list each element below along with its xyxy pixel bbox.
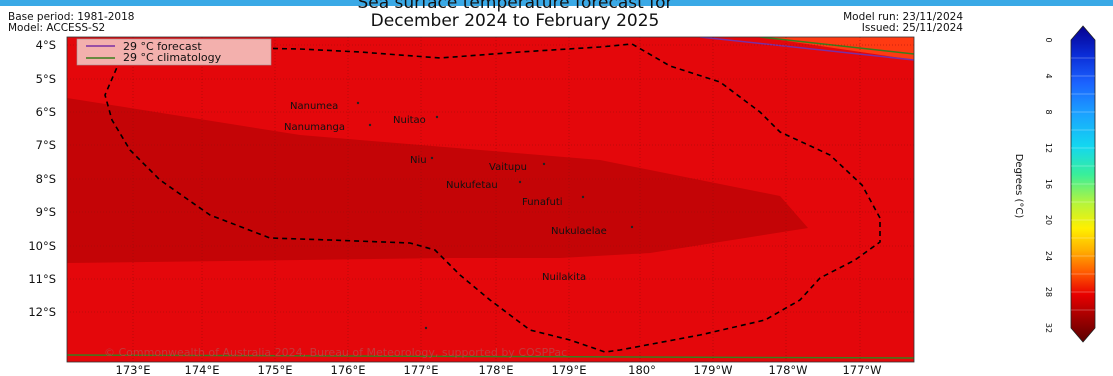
colorbar-tick: 0 <box>1044 37 1053 42</box>
chart-title: Sea surface temperature forecast for Dec… <box>245 0 785 30</box>
colorbar-label: Degrees (°C) <box>1013 154 1024 219</box>
island-marks <box>356 101 634 330</box>
sst-warmer-band <box>67 98 808 263</box>
place-label: Nukulaelae <box>551 226 607 237</box>
colorbar-tick: 24 <box>1044 251 1053 261</box>
place-label: Nanumea <box>290 101 338 112</box>
lat-tick-label: 10°S <box>28 239 56 253</box>
model-run-label: Model run: 23/11/2024 <box>843 11 963 23</box>
place-label: Nukufetau <box>446 180 498 191</box>
lat-axis: 4°S 5°S 6°S 7°S 8°S 9°S 10°S 11°S 12°S <box>28 38 56 319</box>
colorbar-tick: 28 <box>1044 287 1053 297</box>
place-label: Funafuti <box>522 197 563 208</box>
lat-tick-label: 11°S <box>28 272 56 286</box>
lat-tick-label: 5°S <box>36 72 56 86</box>
model-label: Model: ACCESS-S2 <box>8 22 106 34</box>
lon-tick-label: 180° <box>628 363 656 376</box>
sst-cooler-corner <box>760 37 914 60</box>
colorbar-tick: 8 <box>1044 109 1053 114</box>
map-frame <box>66 36 915 363</box>
place-label: Niu <box>410 155 427 166</box>
issued-label: Issued: 25/11/2024 <box>861 22 963 34</box>
colorbar-tick: 12 <box>1044 143 1053 153</box>
lon-tick-label: 179°W <box>693 363 732 376</box>
legend-box <box>76 38 272 66</box>
colorbar-ticks: 0 4 8 12 16 20 24 28 32 <box>1044 37 1053 333</box>
colorbar-tick: 20 <box>1044 215 1053 225</box>
lat-tick-label: 12°S <box>28 305 56 319</box>
legend-forecast-label: 29 °C forecast <box>123 40 202 53</box>
place-label: Vaitupu <box>489 162 527 173</box>
lat-tick-label: 8°S <box>36 172 56 186</box>
lon-tick-label: 176°E <box>331 363 366 376</box>
place-label: Nanumanga <box>284 122 345 133</box>
lon-tick-label: 177°E <box>404 363 439 376</box>
lon-tick-label: 174°E <box>185 363 220 376</box>
lat-tick-label: 6°S <box>36 105 56 119</box>
lat-tick-label: 9°S <box>36 205 56 219</box>
place-label: Nuilakita <box>542 272 586 283</box>
eez-boundary <box>104 43 881 353</box>
copyright-text: © Commonwealth of Australia 2024, Bureau… <box>104 346 567 359</box>
lon-axis: 173°E 174°E 175°E 176°E 177°E 178°E 179°… <box>116 363 882 376</box>
lat-tick-label: 4°S <box>36 38 56 52</box>
lon-tick-label: 179°E <box>552 363 587 376</box>
title-line-2: December 2024 to February 2025 <box>370 11 660 31</box>
lat-tick-label: 7°S <box>36 138 56 152</box>
colorbar-tick: 4 <box>1044 73 1053 78</box>
colorbar-tick: 32 <box>1044 323 1053 333</box>
colorbar-tick: 16 <box>1044 179 1053 189</box>
climatology-isotherm-line <box>759 37 914 55</box>
lon-tick-label: 178°E <box>479 363 514 376</box>
lon-tick-label: 173°E <box>116 363 151 376</box>
legend-climatology-label: 29 °C climatology <box>123 51 222 64</box>
place-label: Nuitao <box>393 115 426 126</box>
title-line-1: Sea surface temperature forecast for <box>357 0 673 13</box>
lon-tick-label: 175°E <box>258 363 293 376</box>
lon-tick-label: 177°W <box>842 363 881 376</box>
forecast-isotherm-line <box>699 37 914 61</box>
top-accent-bar <box>0 0 1113 6</box>
climatology-isotherm-bottom <box>67 354 914 359</box>
base-period-label: Base period: 1981-2018 <box>8 11 135 23</box>
lon-tick-label: 178°W <box>768 363 807 376</box>
